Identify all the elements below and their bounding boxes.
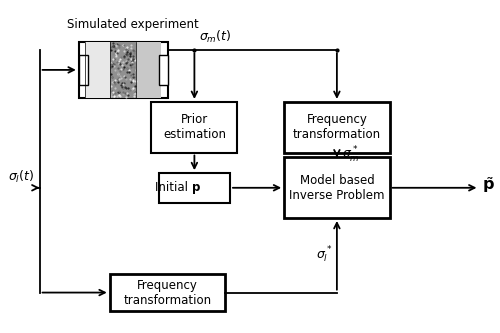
Text: $\sigma_m(t)$: $\sigma_m(t)$ — [200, 29, 232, 45]
Text: Model based
Inverse Problem: Model based Inverse Problem — [289, 174, 384, 202]
Bar — [85, 42, 110, 98]
Bar — [284, 158, 390, 218]
Text: Simulated experiment: Simulated experiment — [67, 18, 199, 31]
Bar — [159, 173, 230, 202]
Bar — [159, 55, 168, 85]
Text: Initial: Initial — [155, 181, 192, 194]
Text: Prior
estimation: Prior estimation — [163, 113, 226, 141]
Bar — [78, 55, 88, 85]
Text: Frequency
transformation: Frequency transformation — [124, 279, 212, 307]
Text: p: p — [192, 181, 200, 194]
Text: $\sigma^*_l$: $\sigma^*_l$ — [316, 245, 332, 265]
Bar — [152, 102, 238, 153]
Text: Frequency
transformation: Frequency transformation — [293, 113, 381, 141]
Bar — [110, 42, 136, 98]
Bar — [110, 274, 225, 311]
Bar — [136, 42, 161, 98]
Text: $\tilde{\mathbf{p}}$: $\tilde{\mathbf{p}}$ — [482, 174, 494, 194]
Bar — [78, 42, 168, 98]
Bar — [284, 102, 390, 153]
Text: $\sigma^*_m$: $\sigma^*_m$ — [342, 145, 359, 165]
Text: $\sigma_l(t)$: $\sigma_l(t)$ — [8, 168, 34, 184]
